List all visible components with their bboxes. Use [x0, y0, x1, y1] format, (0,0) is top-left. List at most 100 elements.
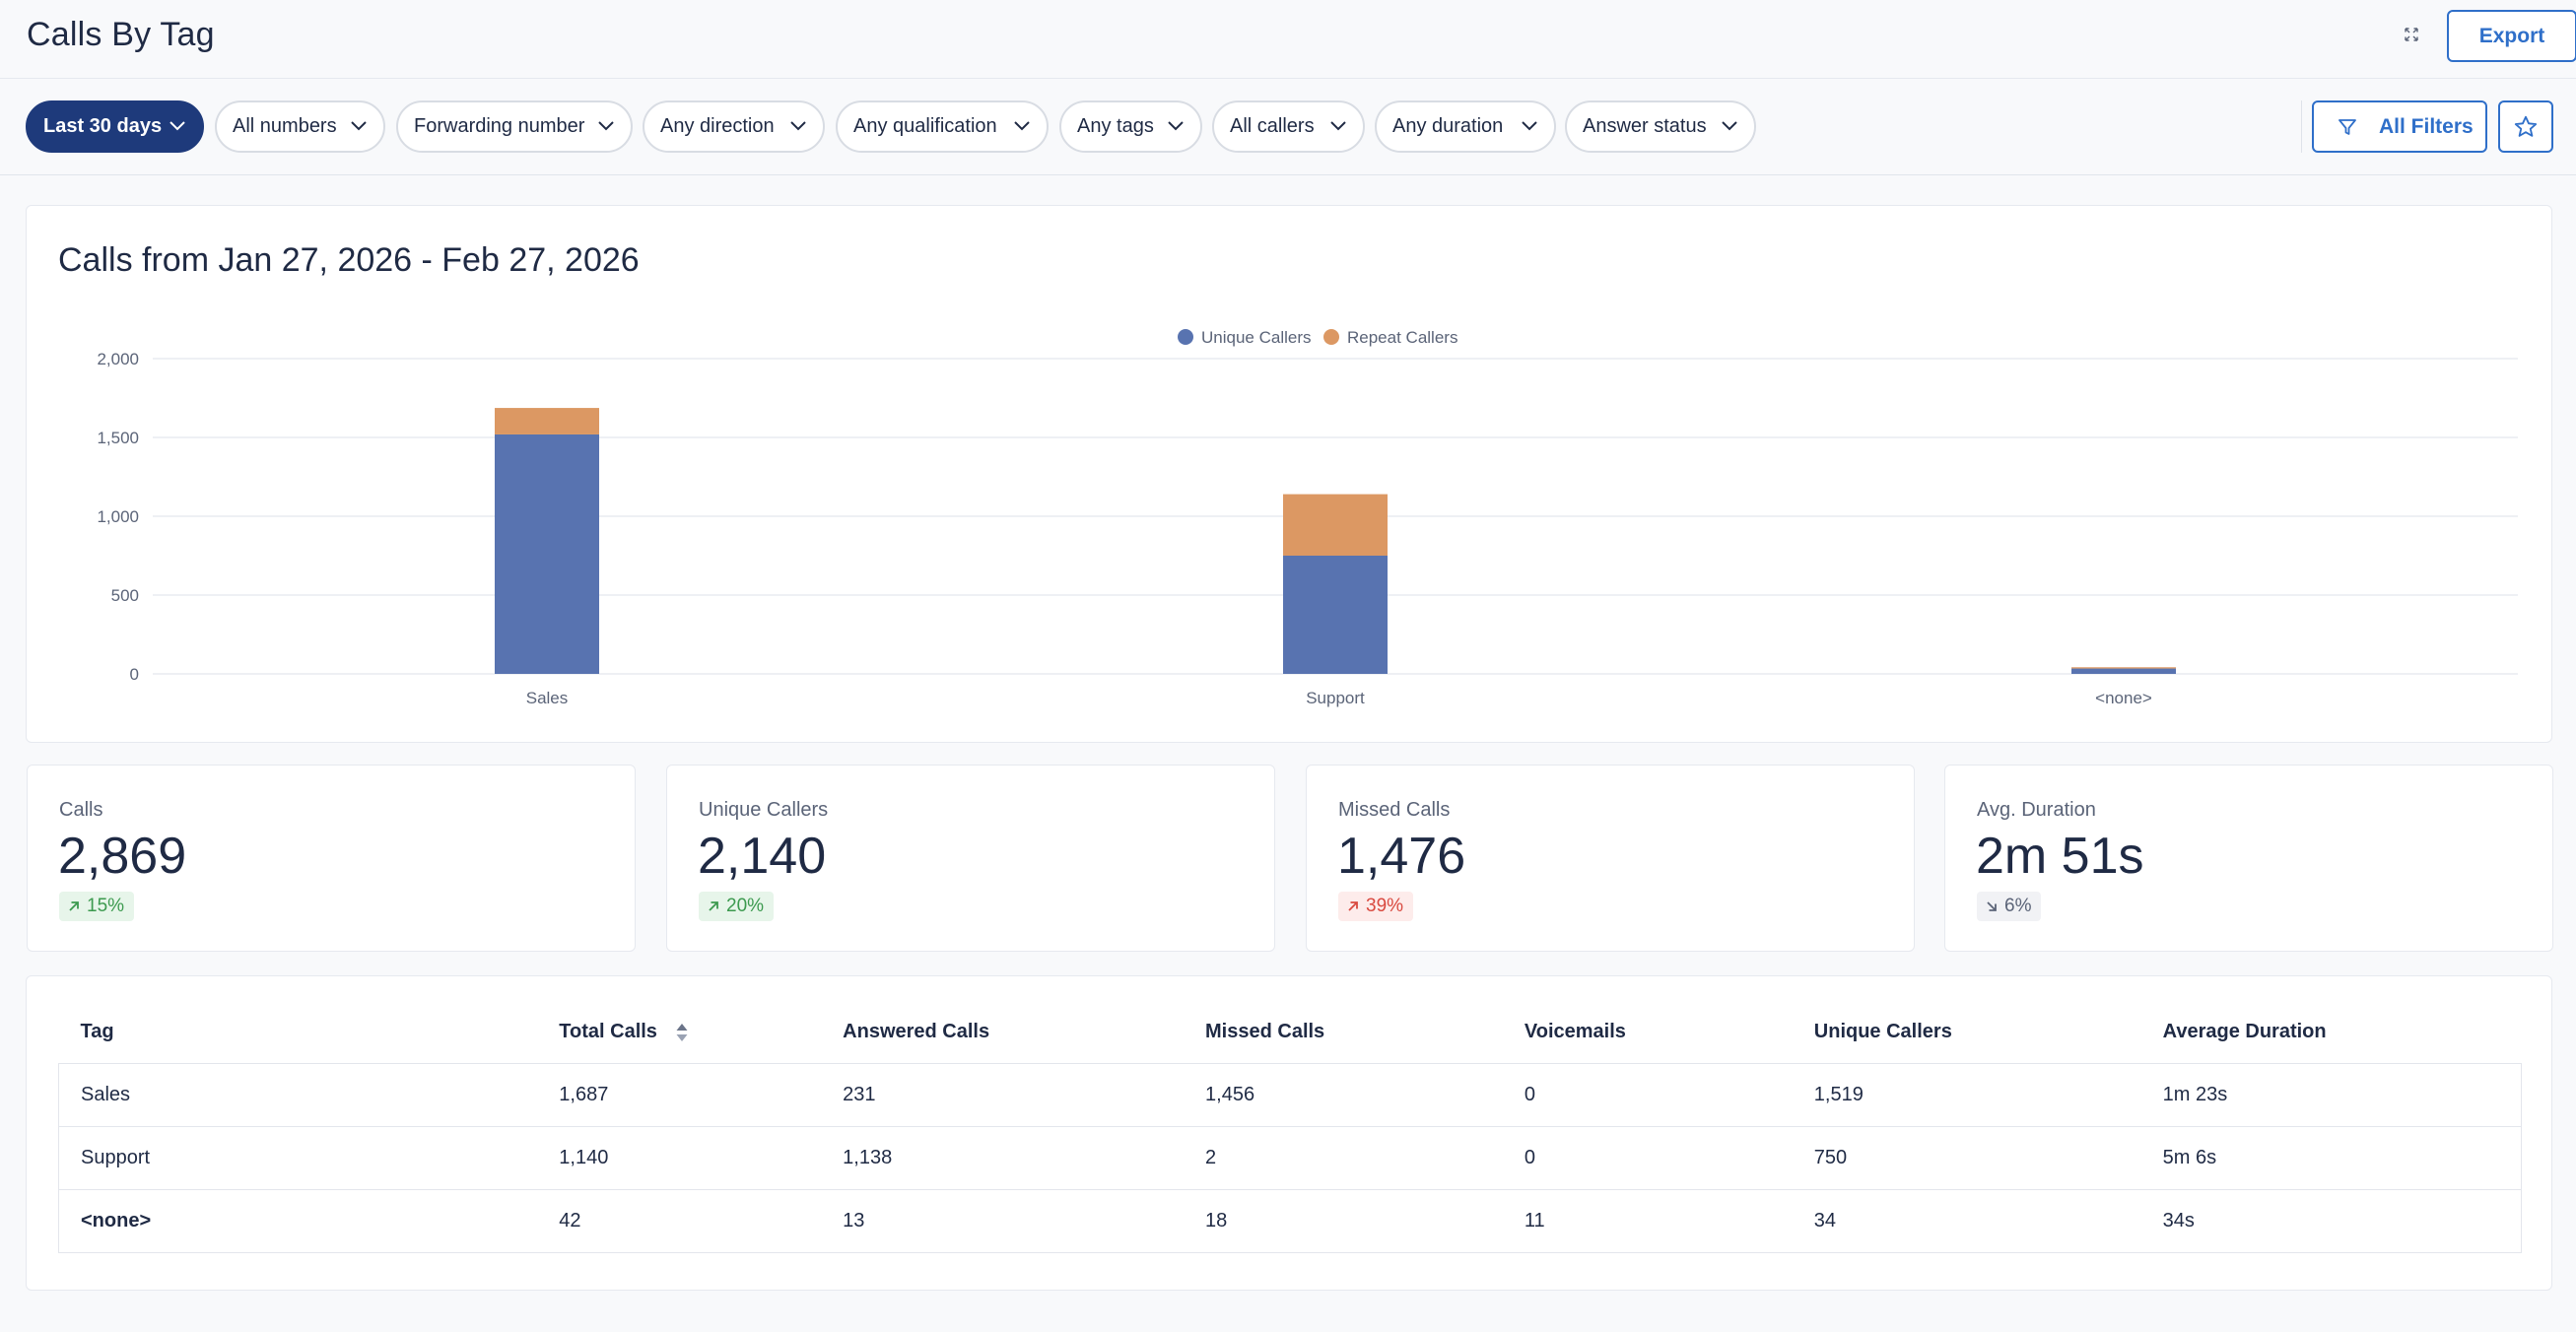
- favorite-button[interactable]: [2498, 100, 2553, 153]
- y-tick-label: 500: [111, 586, 139, 605]
- tag-link[interactable]: Support: [58, 1125, 538, 1189]
- column-header-total-calls[interactable]: Total Calls: [537, 1002, 821, 1063]
- filter-label: Forwarding number: [414, 115, 585, 137]
- chevron-down-icon: [790, 121, 806, 131]
- direction-filter[interactable]: Any direction: [643, 100, 825, 153]
- tag-link[interactable]: Sales: [58, 1062, 538, 1126]
- column-header-voicemails[interactable]: Voicemails: [1524, 1021, 1626, 1043]
- missed-calls-cell: 18: [1184, 1188, 1503, 1253]
- answer-status-filter[interactable]: Answer status: [1565, 100, 1756, 153]
- chevron-down-icon: [1522, 121, 1537, 131]
- column-header-missed-calls[interactable]: Missed Calls: [1205, 1021, 1325, 1043]
- voicemails-link[interactable]: 0: [1502, 1062, 1793, 1126]
- sort-icon[interactable]: [675, 1022, 689, 1043]
- legend-label: Repeat Callers: [1347, 328, 1457, 347]
- missed-calls-link[interactable]: 1,456: [1184, 1062, 1503, 1126]
- total-calls-link[interactable]: 1,687: [537, 1062, 822, 1126]
- chart-card: Calls from Jan 27, 2026 - Feb 27, 2026 0…: [26, 205, 2552, 743]
- legend-swatch: [1178, 329, 1193, 345]
- stat-label: Calls: [59, 799, 103, 821]
- star-icon: [2514, 115, 2538, 137]
- chevron-down-icon: [598, 121, 614, 131]
- chevron-down-icon: [169, 121, 185, 131]
- legend-swatch: [1323, 329, 1339, 345]
- x-tick-label: Sales: [526, 689, 569, 707]
- expand-icon[interactable]: [2401, 24, 2422, 45]
- arrow-up-right-icon: [67, 899, 81, 913]
- answered-calls-link[interactable]: 231: [821, 1062, 1185, 1126]
- answered-calls-cell: 13: [821, 1188, 1185, 1253]
- calls-by-tag-table: Tag Total Calls Answered Calls Missed Ca…: [58, 1002, 2522, 1253]
- change-badge: 20%: [699, 892, 775, 921]
- stat-card-calls: Calls 2,869 15%: [27, 765, 636, 952]
- stat-value: 2,869: [58, 828, 187, 885]
- total-calls-cell: 42: [537, 1188, 822, 1253]
- change-value: 15%: [87, 896, 125, 916]
- table-header-row: Tag Total Calls Answered Calls Missed Ca…: [59, 1002, 2522, 1063]
- bar-unique-callers: [1283, 556, 1388, 674]
- arrow-up-right-icon: [707, 899, 720, 913]
- tags-filter[interactable]: Any tags: [1059, 100, 1202, 153]
- filter-label: All callers: [1230, 115, 1315, 137]
- voicemails-link[interactable]: 0: [1502, 1125, 1793, 1189]
- stat-label: Avg. Duration: [1977, 799, 2096, 821]
- stat-value: 2m 51s: [1976, 828, 2144, 885]
- chevron-down-icon: [1722, 121, 1737, 131]
- missed-calls-link[interactable]: 2: [1184, 1125, 1503, 1189]
- change-badge: 6%: [1977, 892, 2042, 921]
- stat-card-avg-duration: Avg. Duration 2m 51s 6%: [1944, 765, 2553, 952]
- average-duration-cell: 5m 6s: [2140, 1125, 2522, 1189]
- forwarding-number-filter[interactable]: Forwarding number: [396, 100, 633, 153]
- change-value: 20%: [726, 896, 765, 916]
- y-tick-label: 2,000: [97, 350, 139, 368]
- stat-label: Missed Calls: [1338, 799, 1451, 821]
- filter-label: Any tags: [1077, 115, 1154, 137]
- chevron-down-icon: [1330, 121, 1346, 131]
- stat-card-unique-callers: Unique Callers 2,140 20%: [666, 765, 1275, 952]
- date-range-filter[interactable]: Last 30 days: [26, 100, 204, 153]
- unique-callers-cell: 750: [1792, 1125, 2141, 1189]
- filter-label: Any qualification: [853, 115, 997, 137]
- column-header-average-duration[interactable]: Average Duration: [2162, 1021, 2327, 1043]
- stat-value: 2,140: [698, 828, 827, 885]
- change-value: 39%: [1366, 896, 1404, 916]
- table-row: <none> 42 13 18 11 34 34s: [58, 1188, 2522, 1253]
- calls-by-tag-chart: 0 500 1,000 1,500 2,000 Sales Support <none> Uni…: [97, 328, 2518, 707]
- answered-calls-link[interactable]: 1,138: [821, 1125, 1185, 1189]
- all-filters-button[interactable]: All Filters: [2312, 100, 2487, 153]
- column-header-tag[interactable]: Tag: [80, 1021, 114, 1043]
- x-tick-label: <none>: [2095, 689, 2152, 707]
- duration-filter[interactable]: Any duration: [1375, 100, 1556, 153]
- page-title: Calls By Tag: [27, 16, 215, 53]
- tag-cell: <none>: [58, 1188, 538, 1253]
- numbers-filter[interactable]: All numbers: [215, 100, 385, 153]
- export-button[interactable]: Export: [2447, 10, 2576, 62]
- legend-label: Unique Callers: [1201, 328, 1312, 347]
- chart-title: Calls from Jan 27, 2026 - Feb 27, 2026: [58, 241, 640, 279]
- bar-repeat-callers: [2071, 667, 2176, 669]
- stat-card-missed-calls: Missed Calls 1,476 39%: [1306, 765, 1915, 952]
- column-header-unique-callers[interactable]: Unique Callers: [1813, 1021, 1952, 1043]
- voicemails-cell: 11: [1502, 1188, 1793, 1253]
- callers-filter[interactable]: All callers: [1212, 100, 1365, 153]
- filter-icon: [2338, 117, 2357, 137]
- stat-value: 1,476: [1337, 828, 1466, 885]
- change-value: 6%: [2004, 896, 2032, 916]
- chevron-down-icon: [1168, 121, 1184, 131]
- total-calls-link[interactable]: 1,140: [537, 1125, 822, 1189]
- qualification-filter[interactable]: Any qualification: [836, 100, 1049, 153]
- table-row: Support 1,140 1,138 2 0 750 5m 6s: [58, 1125, 2522, 1189]
- page-header: Calls By Tag Export: [0, 0, 2576, 79]
- unique-callers-cell: 1,519: [1792, 1062, 2141, 1126]
- column-header-answered-calls[interactable]: Answered Calls: [843, 1021, 990, 1043]
- chevron-down-icon: [1014, 121, 1030, 131]
- change-badge: 15%: [59, 892, 135, 921]
- x-tick-label: Support: [1306, 689, 1365, 707]
- y-tick-label: 1,500: [97, 429, 139, 447]
- average-duration-cell: 1m 23s: [2140, 1062, 2522, 1126]
- bar-unique-callers: [2071, 668, 2176, 674]
- column-header-label: Total Calls: [559, 1021, 657, 1043]
- arrow-down-right-icon: [1985, 899, 1999, 913]
- arrow-up-right-icon: [1346, 899, 1360, 913]
- filter-label: Any duration: [1392, 115, 1504, 137]
